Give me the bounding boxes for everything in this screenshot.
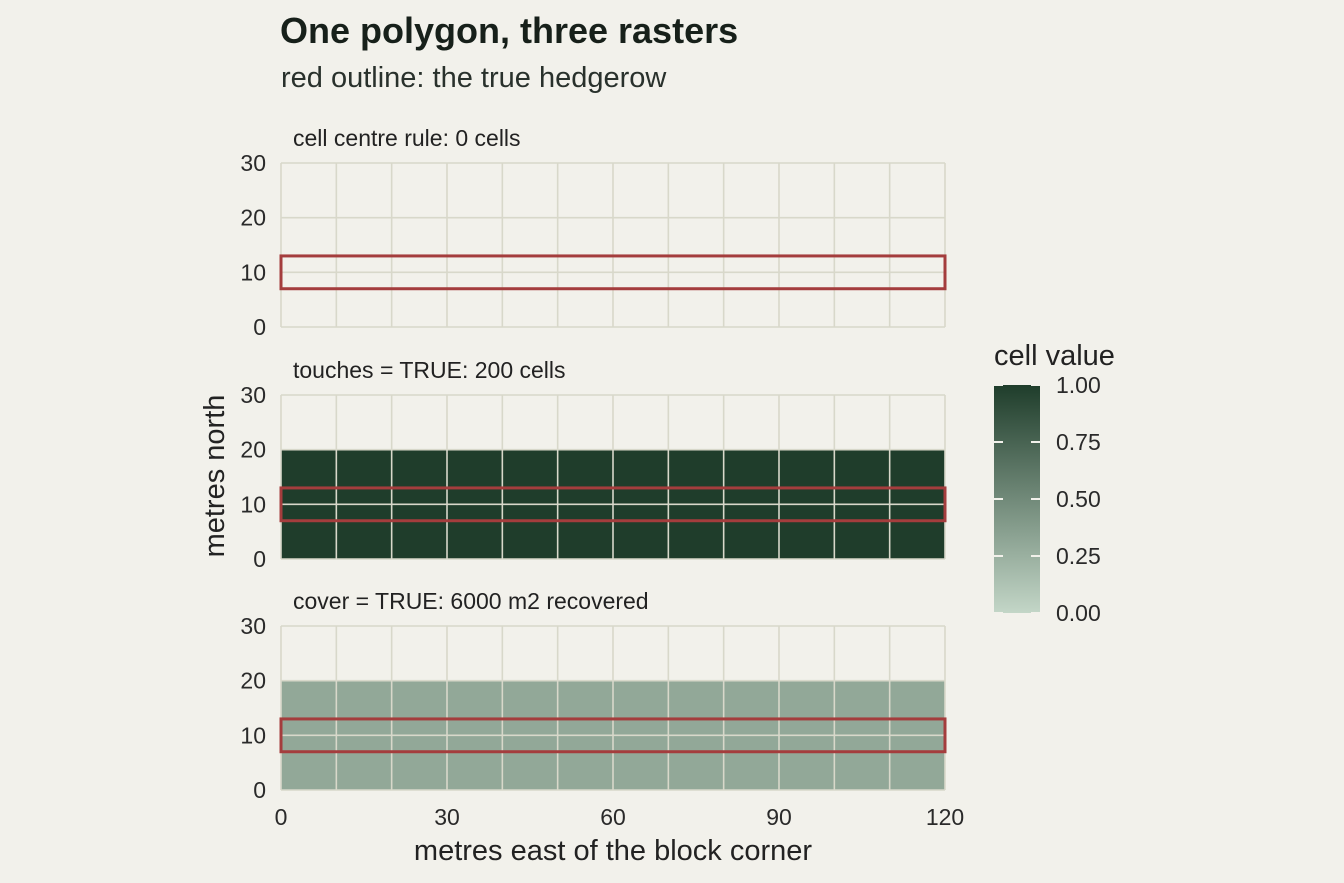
hedgerow-outline xyxy=(279,254,947,291)
panel-2: touches = TRUE: 200 cells 0 10 20 30 xyxy=(240,357,947,572)
raster-cell xyxy=(447,449,503,505)
raster-cell xyxy=(779,449,835,505)
raster-cell xyxy=(723,680,779,736)
raster-cell xyxy=(391,504,447,559)
panel-label: cover = TRUE: 6000 m2 recovered xyxy=(293,588,649,614)
raster-cell xyxy=(668,680,724,736)
legend-tick-label: 1.00 xyxy=(1056,372,1101,398)
raster-cell xyxy=(502,449,558,505)
raster-cell xyxy=(336,735,392,790)
raster-cell xyxy=(557,449,613,505)
x-tick-label: 30 xyxy=(434,804,460,830)
x-tick-label: 0 xyxy=(275,804,288,830)
hedgerow-outline xyxy=(279,717,947,754)
x-tick-label: 120 xyxy=(926,804,964,830)
y-axis-title: metres north xyxy=(199,395,231,558)
raster-cell xyxy=(889,680,945,736)
raster-cell xyxy=(889,504,945,559)
raster-cell xyxy=(391,735,447,790)
raster-cell xyxy=(447,735,503,790)
raster-cell xyxy=(668,504,724,559)
y-tick-label: 10 xyxy=(240,722,266,748)
raster-cell xyxy=(281,680,337,736)
raster-cell xyxy=(557,735,613,790)
y-tick-label: 0 xyxy=(253,546,266,572)
y-tick-label: 30 xyxy=(240,613,266,639)
y-tick-label: 30 xyxy=(240,150,266,176)
raster-cell xyxy=(613,680,669,736)
raster-cell xyxy=(336,449,392,505)
x-axis-title: metres east of the block corner xyxy=(414,835,812,867)
y-tick-label: 10 xyxy=(240,491,266,517)
raster-cell xyxy=(557,680,613,736)
raster-cell xyxy=(779,504,835,559)
legend-title: cell value xyxy=(994,340,1115,372)
raster-cell xyxy=(281,735,337,790)
raster-cell xyxy=(723,735,779,790)
x-tick-label: 60 xyxy=(600,804,626,830)
raster-cell xyxy=(336,504,392,559)
y-tick-label: 0 xyxy=(253,314,266,340)
raster-cell xyxy=(447,504,503,559)
raster-cell xyxy=(834,680,890,736)
legend-tick-label: 0.50 xyxy=(1056,486,1101,512)
y-tick-label: 20 xyxy=(240,668,266,694)
raster-cell xyxy=(613,449,669,505)
y-tick-label: 10 xyxy=(240,259,266,285)
raster-cell xyxy=(502,680,558,736)
y-tick-label: 20 xyxy=(240,205,266,231)
raster-cell xyxy=(391,680,447,736)
raster-cell xyxy=(668,735,724,790)
raster-cell xyxy=(723,504,779,559)
raster-cell xyxy=(557,504,613,559)
raster-cell xyxy=(723,449,779,505)
raster-cell xyxy=(668,449,724,505)
chart-title: One polygon, three rasters xyxy=(280,10,739,51)
raster-cell xyxy=(336,680,392,736)
raster-cell xyxy=(502,504,558,559)
raster-cell xyxy=(447,680,503,736)
panel-label: touches = TRUE: 200 cells xyxy=(293,357,566,383)
raster-cell xyxy=(613,504,669,559)
raster-cell xyxy=(281,504,337,559)
raster-cell xyxy=(889,735,945,790)
raster-cell xyxy=(834,504,890,559)
y-tick-label: 20 xyxy=(240,437,266,463)
raster-cell xyxy=(779,680,835,736)
raster-cell xyxy=(281,449,337,505)
chart-subtitle: red outline: the true hedgerow xyxy=(281,62,667,94)
legend-tick-label: 0.75 xyxy=(1056,429,1101,455)
raster-cell xyxy=(613,735,669,790)
raster-cell xyxy=(834,735,890,790)
raster-cell xyxy=(834,449,890,505)
raster-cell xyxy=(779,735,835,790)
hedgerow-outline xyxy=(279,486,947,523)
y-tick-label: 30 xyxy=(240,382,266,408)
panel-3: cover = TRUE: 6000 m2 recovered 0 10 20 30 xyxy=(240,588,947,803)
raster-cell xyxy=(889,449,945,505)
legend-tick-label: 0.25 xyxy=(1056,543,1101,569)
raster-cell xyxy=(502,735,558,790)
x-tick-label: 90 xyxy=(766,804,792,830)
panel-1: cell centre rule: 0 cells 0 10 20 30 xyxy=(240,125,947,340)
panel-label: cell centre rule: 0 cells xyxy=(293,125,521,151)
y-tick-label: 0 xyxy=(253,777,266,803)
raster-cell xyxy=(391,449,447,505)
legend-tick-label: 0.00 xyxy=(1056,600,1101,626)
